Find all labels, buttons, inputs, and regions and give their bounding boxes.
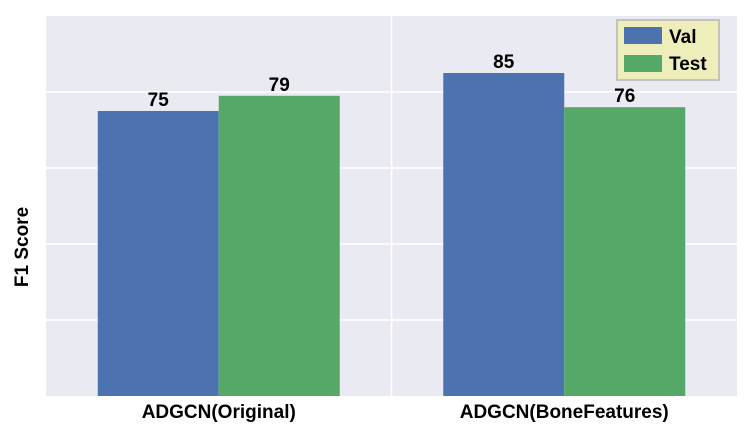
legend-swatch-test [624, 55, 662, 72]
data-label-test-1: 76 [614, 86, 635, 107]
bar-test-0 [218, 95, 340, 397]
bar-test-1 [564, 107, 686, 396]
data-label-test-0: 79 [269, 75, 290, 96]
x-tick-labels: ADGCN(Original) ADGCN(BoneFeatures) [142, 402, 669, 423]
data-labels: 75 79 85 76 [148, 52, 636, 111]
bar-val-0 [97, 111, 219, 396]
x-tick-label-1: ADGCN(BoneFeatures) [460, 402, 669, 423]
legend: Val Test [616, 19, 720, 81]
data-label-val-0: 75 [148, 90, 170, 111]
legend-label-test: Test [669, 54, 707, 75]
bar-val-1 [443, 73, 565, 396]
legend-swatch-val [624, 27, 662, 44]
y-axis-label: F1 Score [12, 207, 33, 287]
x-tick-label-0: ADGCN(Original) [142, 402, 296, 423]
data-label-val-1: 85 [493, 52, 515, 73]
legend-label-val: Val [669, 27, 696, 48]
bars [97, 73, 686, 397]
